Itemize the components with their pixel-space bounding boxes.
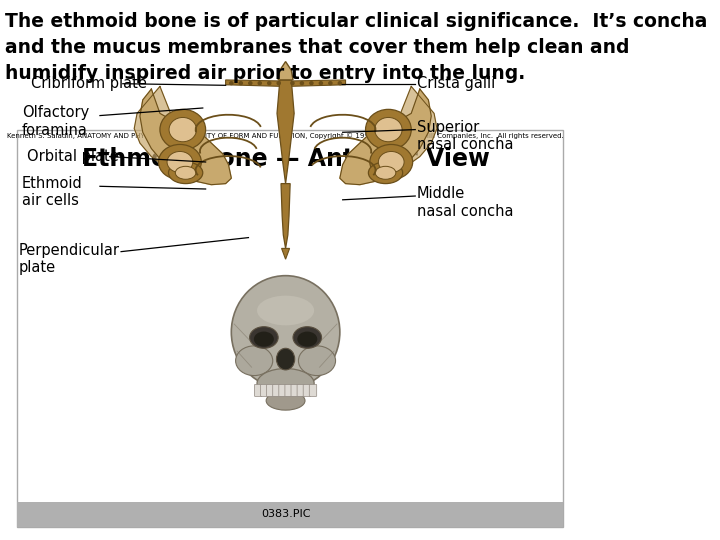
- Text: Ethmoid
air cells: Ethmoid air cells: [22, 176, 83, 208]
- Text: The ethmoid bone is of particular clinical significance.  It’s concha: The ethmoid bone is of particular clinic…: [4, 12, 707, 31]
- Circle shape: [238, 81, 243, 85]
- Circle shape: [267, 81, 271, 85]
- Text: Middle
nasal concha: Middle nasal concha: [417, 186, 513, 219]
- FancyBboxPatch shape: [285, 384, 292, 396]
- Ellipse shape: [276, 348, 294, 370]
- Polygon shape: [340, 89, 431, 185]
- Bar: [17, 502, 562, 526]
- Ellipse shape: [369, 162, 402, 184]
- Ellipse shape: [293, 327, 322, 348]
- Polygon shape: [289, 80, 346, 86]
- Text: Perpendicular
plate: Perpendicular plate: [18, 243, 120, 275]
- Circle shape: [290, 81, 294, 85]
- Text: Orbital plate: Orbital plate: [27, 149, 120, 164]
- Circle shape: [309, 81, 314, 85]
- Ellipse shape: [257, 295, 314, 325]
- Ellipse shape: [375, 166, 396, 179]
- Ellipse shape: [169, 118, 197, 141]
- Polygon shape: [140, 89, 231, 185]
- Ellipse shape: [250, 327, 278, 348]
- Ellipse shape: [158, 144, 202, 179]
- Ellipse shape: [235, 346, 273, 376]
- Circle shape: [318, 81, 323, 85]
- Circle shape: [248, 81, 253, 85]
- Polygon shape: [278, 62, 293, 80]
- FancyBboxPatch shape: [273, 384, 280, 396]
- Text: Cribriform plate: Cribriform plate: [32, 76, 148, 91]
- FancyBboxPatch shape: [254, 384, 262, 396]
- Polygon shape: [391, 86, 437, 165]
- Ellipse shape: [374, 118, 402, 141]
- Circle shape: [229, 81, 233, 85]
- Polygon shape: [282, 248, 289, 259]
- Ellipse shape: [167, 151, 193, 172]
- Text: 0383.PIC: 0383.PIC: [261, 509, 310, 519]
- Text: Superior
nasal concha: Superior nasal concha: [417, 120, 513, 152]
- Ellipse shape: [379, 151, 404, 172]
- Text: Ethmoid Bone — Anterior View: Ethmoid Bone — Anterior View: [81, 147, 490, 171]
- FancyBboxPatch shape: [261, 384, 268, 396]
- Text: humidify inspired air prior to entry into the lung.: humidify inspired air prior to entry int…: [4, 64, 525, 83]
- Circle shape: [338, 81, 342, 85]
- Text: Olfactory
foramina: Olfactory foramina: [22, 105, 89, 138]
- FancyBboxPatch shape: [310, 384, 317, 396]
- Ellipse shape: [254, 332, 274, 347]
- Ellipse shape: [370, 144, 413, 179]
- Polygon shape: [225, 80, 283, 86]
- Polygon shape: [281, 184, 290, 248]
- Ellipse shape: [298, 346, 336, 376]
- Bar: [17, 130, 562, 526]
- Polygon shape: [134, 86, 180, 165]
- Polygon shape: [277, 80, 294, 184]
- Ellipse shape: [366, 109, 411, 150]
- Ellipse shape: [168, 162, 203, 184]
- Ellipse shape: [176, 166, 196, 179]
- Circle shape: [276, 81, 281, 85]
- Text: and the mucus membranes that cover them help clean and: and the mucus membranes that cover them …: [4, 38, 629, 57]
- Ellipse shape: [160, 109, 206, 150]
- Text: Crista galli: Crista galli: [417, 76, 495, 91]
- FancyBboxPatch shape: [303, 384, 310, 396]
- Circle shape: [328, 81, 333, 85]
- Ellipse shape: [257, 368, 314, 399]
- Ellipse shape: [266, 391, 305, 410]
- FancyBboxPatch shape: [279, 384, 287, 396]
- FancyBboxPatch shape: [266, 384, 274, 396]
- FancyBboxPatch shape: [297, 384, 305, 396]
- Ellipse shape: [297, 332, 318, 347]
- Ellipse shape: [231, 275, 340, 389]
- Circle shape: [258, 81, 262, 85]
- Circle shape: [300, 81, 305, 85]
- Text: Kenneth S. Saladin, ANATOMY AND PHYSIOLOGY: THE UNITY OF FORM AND FUNCTION, Copy: Kenneth S. Saladin, ANATOMY AND PHYSIOLO…: [7, 132, 564, 139]
- FancyBboxPatch shape: [291, 384, 298, 396]
